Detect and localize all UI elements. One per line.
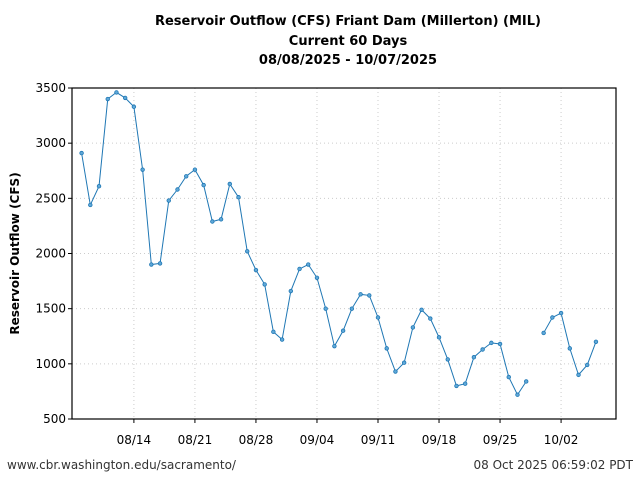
data-point [428,316,433,321]
data-point [314,275,320,280]
data-point [340,328,346,333]
y-tick-label: 500 [43,412,66,426]
data-point [419,307,424,312]
data-point [79,150,84,156]
x-tick-label: 10/02 [544,433,579,447]
data-point [245,249,250,254]
data-point [122,95,128,101]
x-tick-label: 09/04 [300,433,335,447]
series-line [81,91,527,396]
data-point [131,104,137,109]
data-point [253,267,259,273]
data-point [367,293,372,298]
data-point [401,360,407,365]
footer-url[interactable]: www.cbr.washington.edu/sacramento/ [7,458,236,472]
data-point [462,381,468,386]
data-point [201,182,206,188]
data-point [436,335,442,340]
data-point [227,181,232,187]
data-point [593,339,599,344]
data-point [166,198,171,203]
data-point [550,315,555,320]
chart-title-line-2: Current 60 Days [288,34,408,49]
data-point [306,262,311,267]
plot-frame [71,87,617,420]
data-point [114,90,119,95]
y-tick-label: 2500 [35,191,66,205]
y-axis-label: Reservoir Outflow (CFS) [8,172,22,334]
data-point [358,292,363,297]
data-point [349,306,355,311]
data-point [506,374,511,380]
data-point [262,282,267,287]
data-point [279,337,285,342]
x-tick-label: 08/14 [117,433,152,447]
data-point [489,340,494,346]
data-point [149,262,154,267]
data-point [471,355,477,360]
data-point [375,315,381,320]
data-point [541,330,546,336]
x-tick-label: 09/11 [361,433,396,447]
data-point [105,96,110,102]
chart-title-line-1: Reservoir Outflow (CFS) Friant Dam (Mill… [154,14,541,29]
data-point [140,167,145,172]
data-point [480,347,485,352]
y-tick-label: 2000 [35,247,66,261]
data-point [184,174,189,179]
data-point [332,343,337,349]
data-point [567,346,572,351]
x-tick-label: 08/28 [239,433,274,447]
data-point [192,167,198,172]
data-point [445,357,450,362]
x-tick-label: 08/21 [178,433,213,447]
data-point [524,379,529,384]
data-point [96,183,102,189]
y-tick-label: 3000 [35,136,66,150]
data-point [454,383,459,389]
y-tick-label: 1500 [35,302,66,316]
data-point [271,329,276,335]
chart-title-line-3: 08/08/2025 - 10/07/2025 [258,53,438,68]
data-point [236,195,241,200]
y-tick-label: 3500 [35,81,66,95]
data-point [297,266,302,272]
data-point [288,288,294,294]
x-tick-label: 09/18 [422,433,457,447]
y-tick-label: 1000 [35,357,66,371]
data-point [558,310,564,316]
data-point [88,202,93,208]
data-point [157,261,163,266]
x-tick-label: 09/25 [483,433,518,447]
data-point [585,362,590,368]
footer-timestamp: 08 Oct 2025 06:59:02 PDT [473,458,633,472]
data-point [218,217,224,222]
data-point [576,372,581,378]
data-point [175,187,180,192]
data-point [210,219,215,224]
data-point [515,392,520,397]
data-point [384,346,389,351]
data-point [323,306,328,311]
data-point [393,369,398,374]
data-point [410,325,416,330]
data-point [497,341,503,347]
